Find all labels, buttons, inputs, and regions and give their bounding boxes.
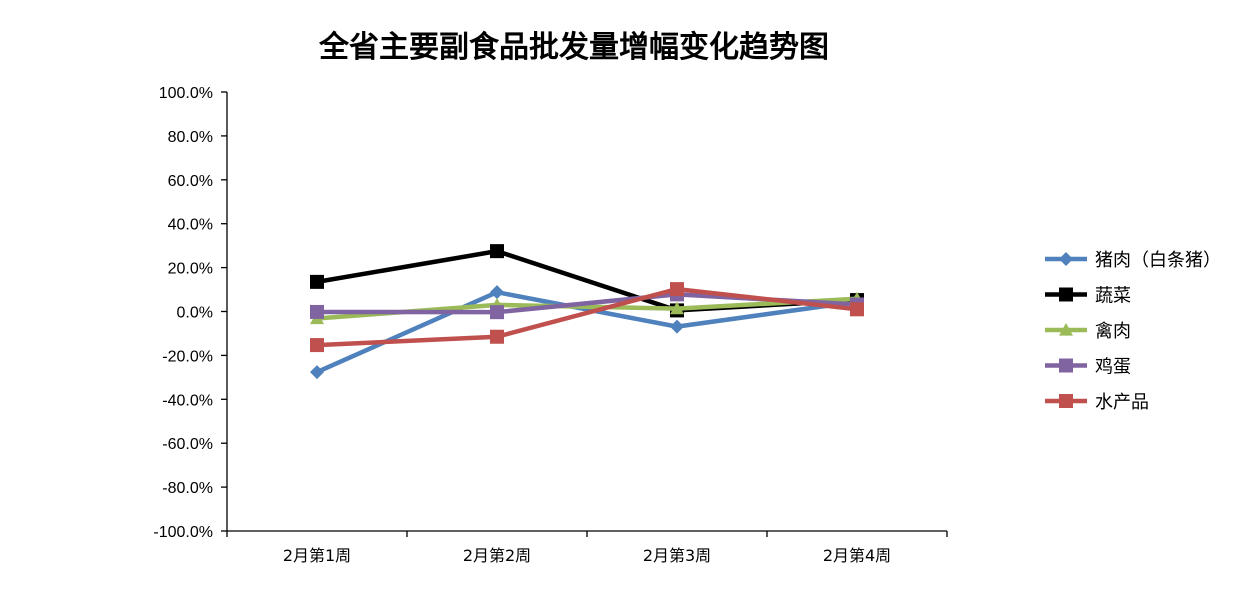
data-point [670,282,684,297]
legend-marker [1059,323,1073,336]
legend-label: 水产品 [1095,392,1149,413]
axes: 100.0% 80.0% 60.0% 40.0% 20.0% 0.0% -20.0% -40.… [153,85,948,565]
data-point [670,301,684,315]
data-point [490,329,504,344]
y-tick-label: 0.0% [177,305,213,322]
data-point [490,285,504,300]
y-tick-label: -40.0% [162,392,213,409]
x-tick-label: 2月第3周 [643,546,711,565]
y-tick-label: 100.0% [159,85,213,102]
legend-item: 蔬菜 [1045,286,1131,307]
y-tick-label: 80.0% [168,129,213,146]
data-point [490,244,504,259]
y-tick-label: -100.0% [153,524,213,541]
legend-label: 鸡蛋 [1095,357,1131,378]
x-tick-label: 2月第2周 [463,546,531,565]
series-line [316,289,858,375]
legend-item: 水产品 [1045,392,1149,413]
y-tick-label: -60.0% [162,436,213,453]
legend-marker [1059,252,1073,266]
plot-area [310,244,864,380]
data-point [490,305,504,320]
data-point [670,319,684,334]
legend-marker [1059,358,1073,373]
y-tick-label: 40.0% [168,217,213,234]
legend-label: 蔬菜 [1095,286,1131,307]
data-point [310,338,324,353]
x-tick-label: 2月第4周 [823,546,891,565]
legend-marker [1059,287,1073,302]
y-tick-label: 60.0% [168,173,213,190]
data-point [310,304,324,319]
legend-marker [1059,394,1073,408]
data-point [850,302,864,317]
chart-title: 全省主要副食品批发量增幅变化趋势图 [318,30,829,65]
legend-label: 禽肉 [1095,321,1131,342]
legend-item: 鸡蛋 [1045,357,1131,378]
series-5 [310,282,864,353]
legend-label: 猪肉（白条猪） [1095,250,1221,271]
series-3 [310,291,864,325]
series-line [316,286,858,348]
x-tick-label: 2月第1周 [283,546,351,565]
data-point [310,274,324,289]
legend-item: 猪肉（白条猪） [1045,250,1221,271]
y-tick-label: -20.0% [162,348,213,365]
y-tick-label: -80.0% [162,480,213,497]
y-tick-label: 20.0% [168,261,213,278]
legend-item: 禽肉 [1045,321,1131,342]
data-point [310,365,324,380]
